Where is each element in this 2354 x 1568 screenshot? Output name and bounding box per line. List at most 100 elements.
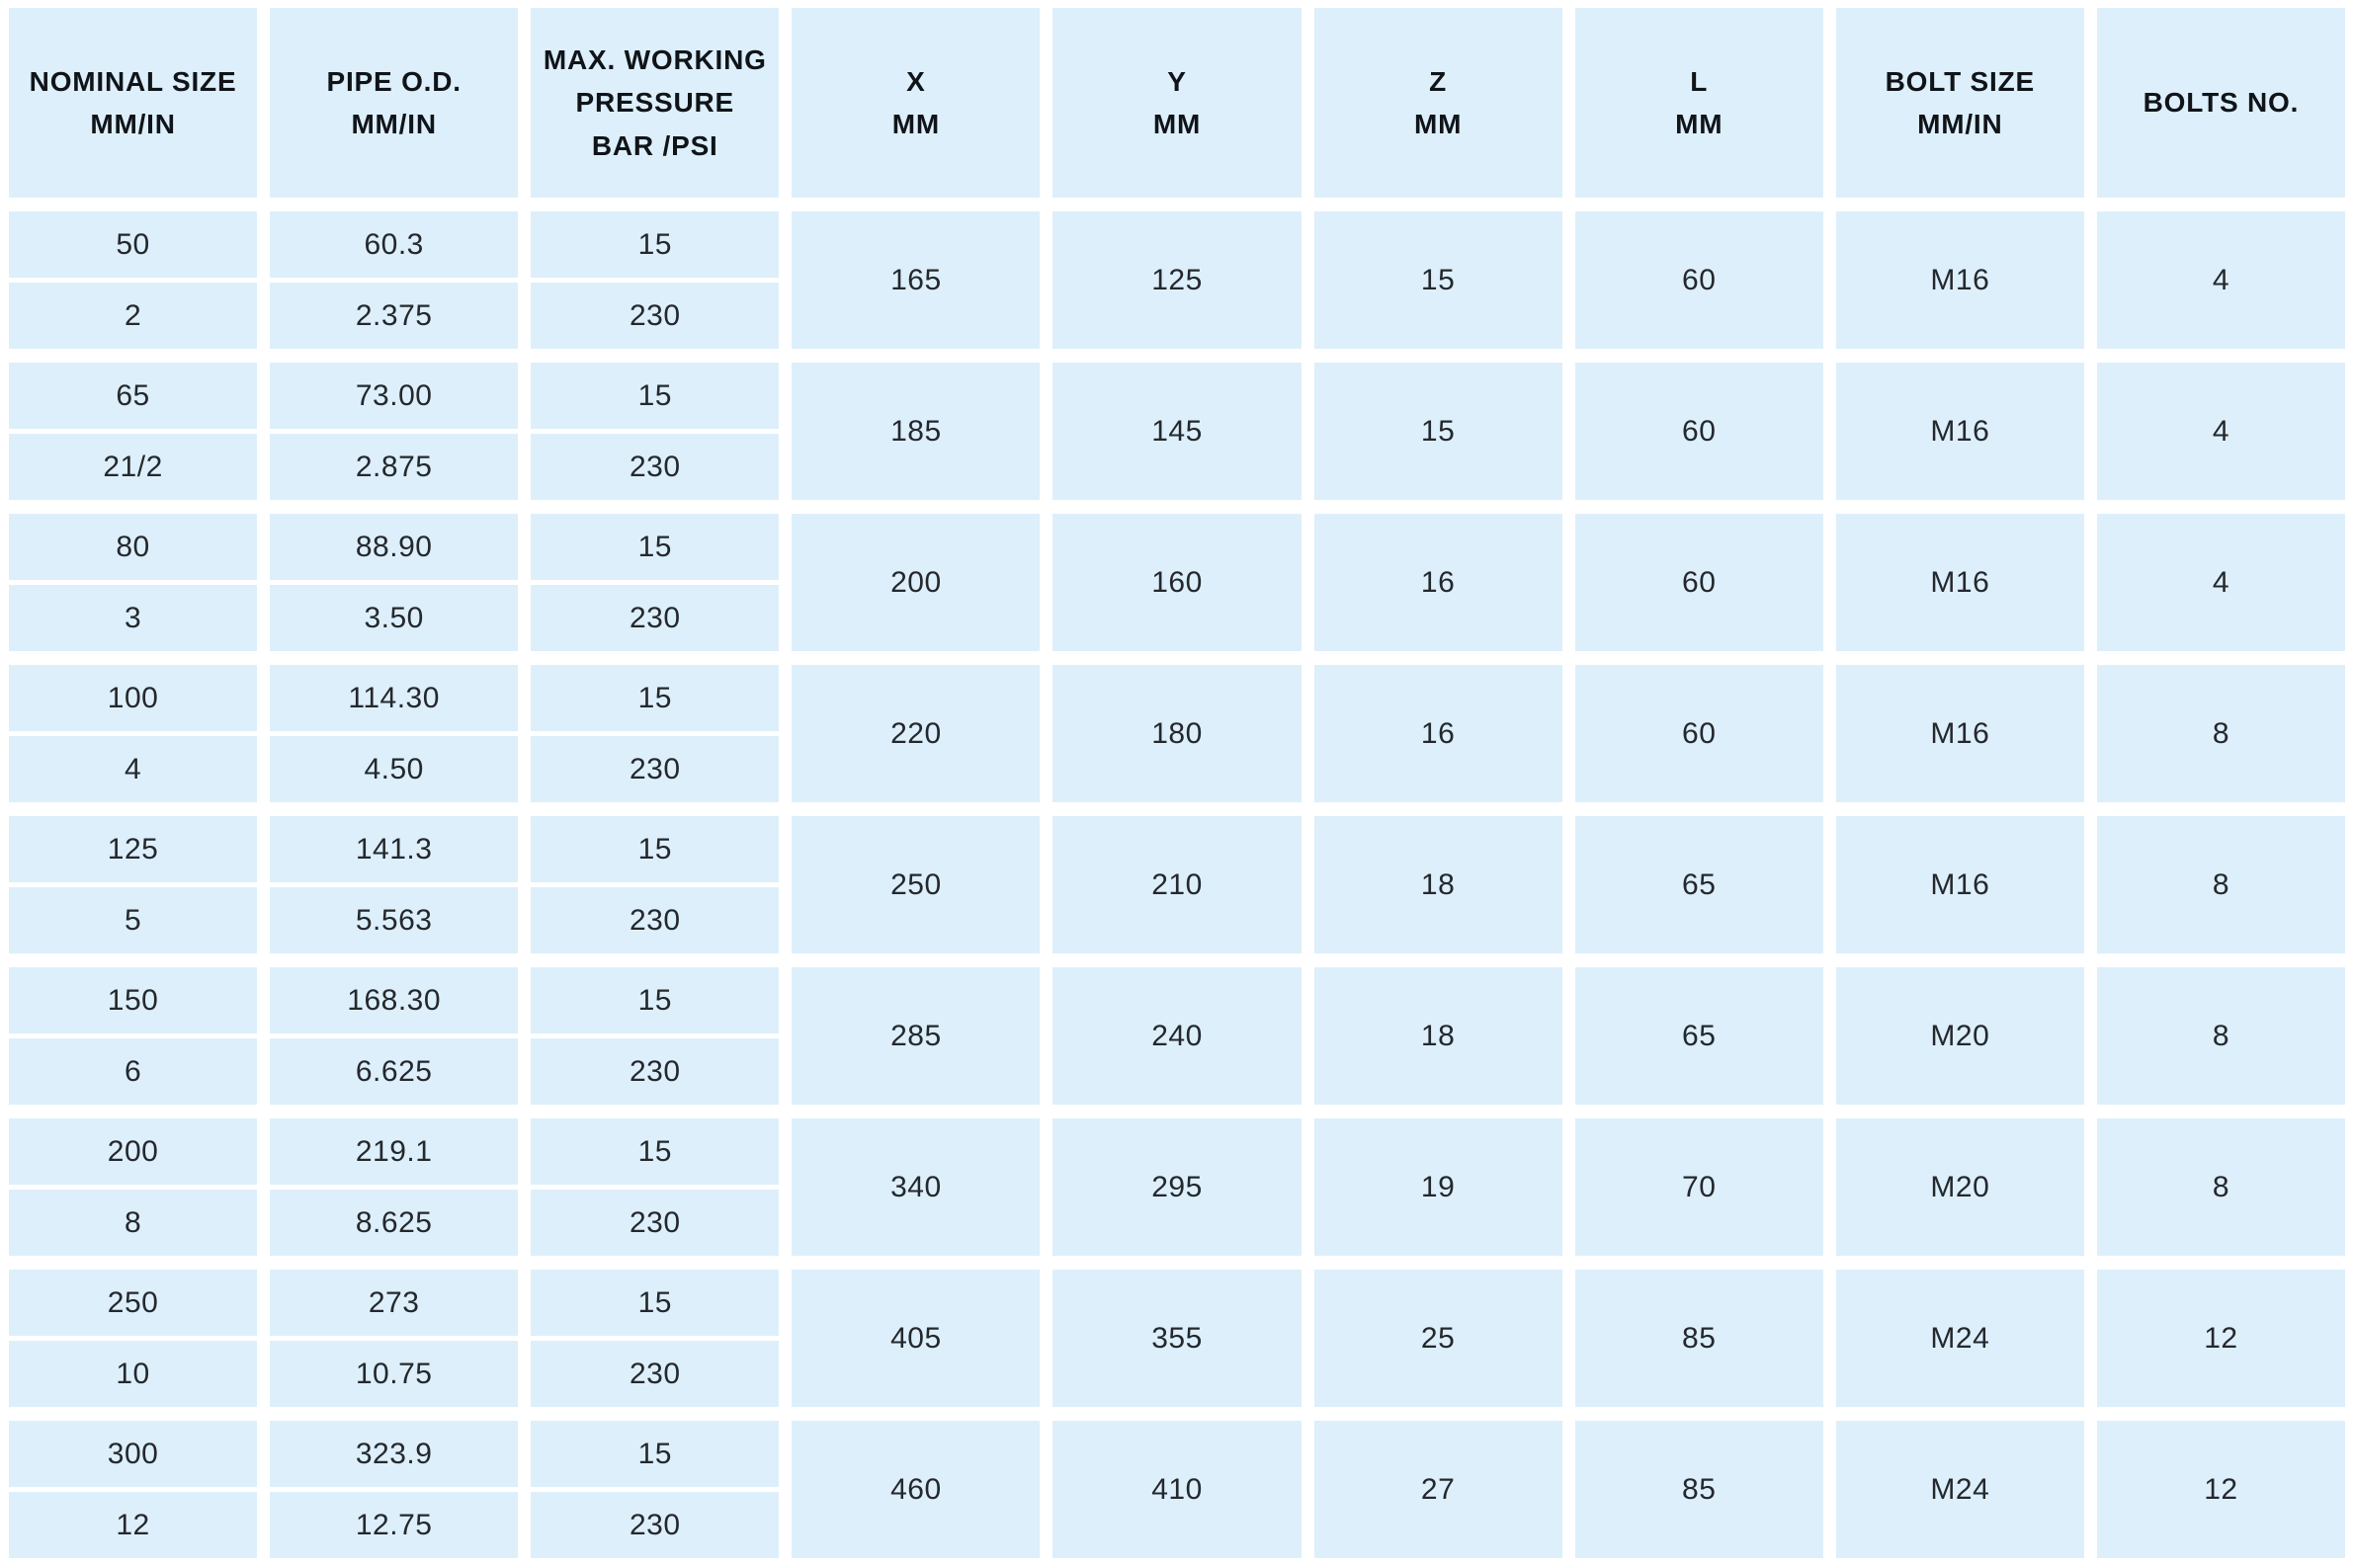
cell-l: 60 bbox=[1574, 211, 1823, 349]
cell-pressure-bar: 15 bbox=[531, 363, 780, 429]
cell-od-mm: 323.9 bbox=[270, 1421, 519, 1487]
cell-pressure-bar: 15 bbox=[531, 1270, 780, 1336]
cell-nominal-mm: 125 bbox=[9, 816, 258, 882]
cell-x: 460 bbox=[792, 1421, 1041, 1558]
header-pipe-od: PIPE O.D. MM/IN bbox=[270, 8, 519, 198]
table-row: 15 230 bbox=[531, 1118, 780, 1256]
cell-l: 60 bbox=[1574, 363, 1823, 500]
header-bolt-size: BOLT SIZE MM/IN bbox=[1835, 8, 2084, 198]
cell-nominal-in: 12 bbox=[9, 1492, 258, 1558]
cell-z: 15 bbox=[1313, 211, 1562, 349]
cell-bolt-size: M16 bbox=[1835, 514, 2084, 651]
cell-y: 180 bbox=[1052, 665, 1302, 802]
cell-bolts-no: 12 bbox=[2096, 1421, 2345, 1558]
table-row: 15 230 bbox=[531, 363, 780, 500]
cell-od-in: 2.875 bbox=[270, 434, 519, 500]
table-row: 15 230 bbox=[531, 967, 780, 1105]
cell-bolt-size: M24 bbox=[1835, 1270, 2084, 1407]
cell-od-in: 4.50 bbox=[270, 736, 519, 802]
cell-y: 410 bbox=[1052, 1421, 1302, 1558]
header-y-mm: Y MM bbox=[1052, 8, 1302, 198]
cell-nominal-in: 4 bbox=[9, 736, 258, 802]
table-row: 273 10.75 bbox=[270, 1270, 519, 1407]
cell-z: 18 bbox=[1313, 967, 1562, 1105]
header-nominal-size: NOMINAL SIZE MM/IN bbox=[9, 8, 258, 198]
cell-x: 285 bbox=[792, 967, 1041, 1105]
cell-z: 18 bbox=[1313, 816, 1562, 953]
table-row: 88.90 3.50 bbox=[270, 514, 519, 651]
cell-x: 340 bbox=[792, 1118, 1041, 1256]
table-row: 141.3 5.563 bbox=[270, 816, 519, 953]
cell-bolts-no: 8 bbox=[2096, 816, 2345, 953]
header-z-mm: Z MM bbox=[1313, 8, 1562, 198]
cell-y: 240 bbox=[1052, 967, 1302, 1105]
cell-z: 16 bbox=[1313, 665, 1562, 802]
cell-y: 355 bbox=[1052, 1270, 1302, 1407]
cell-nominal-mm: 80 bbox=[9, 514, 258, 580]
cell-bolts-no: 8 bbox=[2096, 665, 2345, 802]
cell-pressure-psi: 230 bbox=[531, 1190, 780, 1256]
cell-od-mm: 73.00 bbox=[270, 363, 519, 429]
cell-pressure-psi: 230 bbox=[531, 887, 780, 953]
table-row: 300 12 bbox=[9, 1421, 258, 1558]
cell-bolts-no: 12 bbox=[2096, 1270, 2345, 1407]
cell-pressure-bar: 15 bbox=[531, 1421, 780, 1487]
cell-bolts-no: 8 bbox=[2096, 1118, 2345, 1256]
cell-l: 65 bbox=[1574, 967, 1823, 1105]
cell-nominal-mm: 100 bbox=[9, 665, 258, 731]
cell-od-mm: 60.3 bbox=[270, 211, 519, 278]
cell-pressure-bar: 15 bbox=[531, 1118, 780, 1185]
cell-z: 15 bbox=[1313, 363, 1562, 500]
cell-bolt-size: M24 bbox=[1835, 1421, 2084, 1558]
cell-nominal-mm: 300 bbox=[9, 1421, 258, 1487]
table-row: 50 2 bbox=[9, 211, 258, 349]
cell-z: 27 bbox=[1313, 1421, 1562, 1558]
cell-od-in: 2.375 bbox=[270, 283, 519, 349]
cell-od-in: 3.50 bbox=[270, 585, 519, 651]
cell-bolt-size: M16 bbox=[1835, 665, 2084, 802]
cell-od-in: 10.75 bbox=[270, 1341, 519, 1407]
cell-od-mm: 219.1 bbox=[270, 1118, 519, 1185]
cell-y: 210 bbox=[1052, 816, 1302, 953]
header-max-working-pressure: MAX. WORKING PRESSURE BAR /PSI bbox=[531, 8, 780, 198]
table-row: 250 10 bbox=[9, 1270, 258, 1407]
cell-y: 160 bbox=[1052, 514, 1302, 651]
cell-pressure-psi: 230 bbox=[531, 1492, 780, 1558]
table-row: 114.30 4.50 bbox=[270, 665, 519, 802]
cell-bolts-no: 4 bbox=[2096, 363, 2345, 500]
table-row: 65 21/2 bbox=[9, 363, 258, 500]
cell-nominal-in: 5 bbox=[9, 887, 258, 953]
cell-pressure-bar: 15 bbox=[531, 665, 780, 731]
cell-l: 70 bbox=[1574, 1118, 1823, 1256]
table-row: 15 230 bbox=[531, 1421, 780, 1558]
cell-pressure-psi: 230 bbox=[531, 283, 780, 349]
cell-nominal-in: 21/2 bbox=[9, 434, 258, 500]
cell-l: 85 bbox=[1574, 1270, 1823, 1407]
cell-od-mm: 114.30 bbox=[270, 665, 519, 731]
cell-od-mm: 168.30 bbox=[270, 967, 519, 1033]
cell-od-in: 6.625 bbox=[270, 1038, 519, 1105]
cell-x: 405 bbox=[792, 1270, 1041, 1407]
cell-pressure-psi: 230 bbox=[531, 1038, 780, 1105]
table-row: 73.00 2.875 bbox=[270, 363, 519, 500]
cell-y: 125 bbox=[1052, 211, 1302, 349]
header-bolts-no: BOLTS NO. bbox=[2096, 8, 2345, 198]
table-row: 200 8 bbox=[9, 1118, 258, 1256]
cell-l: 65 bbox=[1574, 816, 1823, 953]
cell-pressure-bar: 15 bbox=[531, 967, 780, 1033]
table-row: 15 230 bbox=[531, 514, 780, 651]
table-row: 168.30 6.625 bbox=[270, 967, 519, 1105]
cell-nominal-mm: 200 bbox=[9, 1118, 258, 1185]
cell-pressure-psi: 230 bbox=[531, 434, 780, 500]
cell-pressure-psi: 230 bbox=[531, 736, 780, 802]
cell-bolts-no: 4 bbox=[2096, 514, 2345, 651]
cell-z: 16 bbox=[1313, 514, 1562, 651]
cell-nominal-in: 2 bbox=[9, 283, 258, 349]
cell-z: 25 bbox=[1313, 1270, 1562, 1407]
table-row: 15 230 bbox=[531, 1270, 780, 1407]
cell-od-in: 12.75 bbox=[270, 1492, 519, 1558]
cell-nominal-in: 3 bbox=[9, 585, 258, 651]
table-row: 150 6 bbox=[9, 967, 258, 1105]
cell-pressure-bar: 15 bbox=[531, 514, 780, 580]
cell-bolt-size: M20 bbox=[1835, 967, 2084, 1105]
